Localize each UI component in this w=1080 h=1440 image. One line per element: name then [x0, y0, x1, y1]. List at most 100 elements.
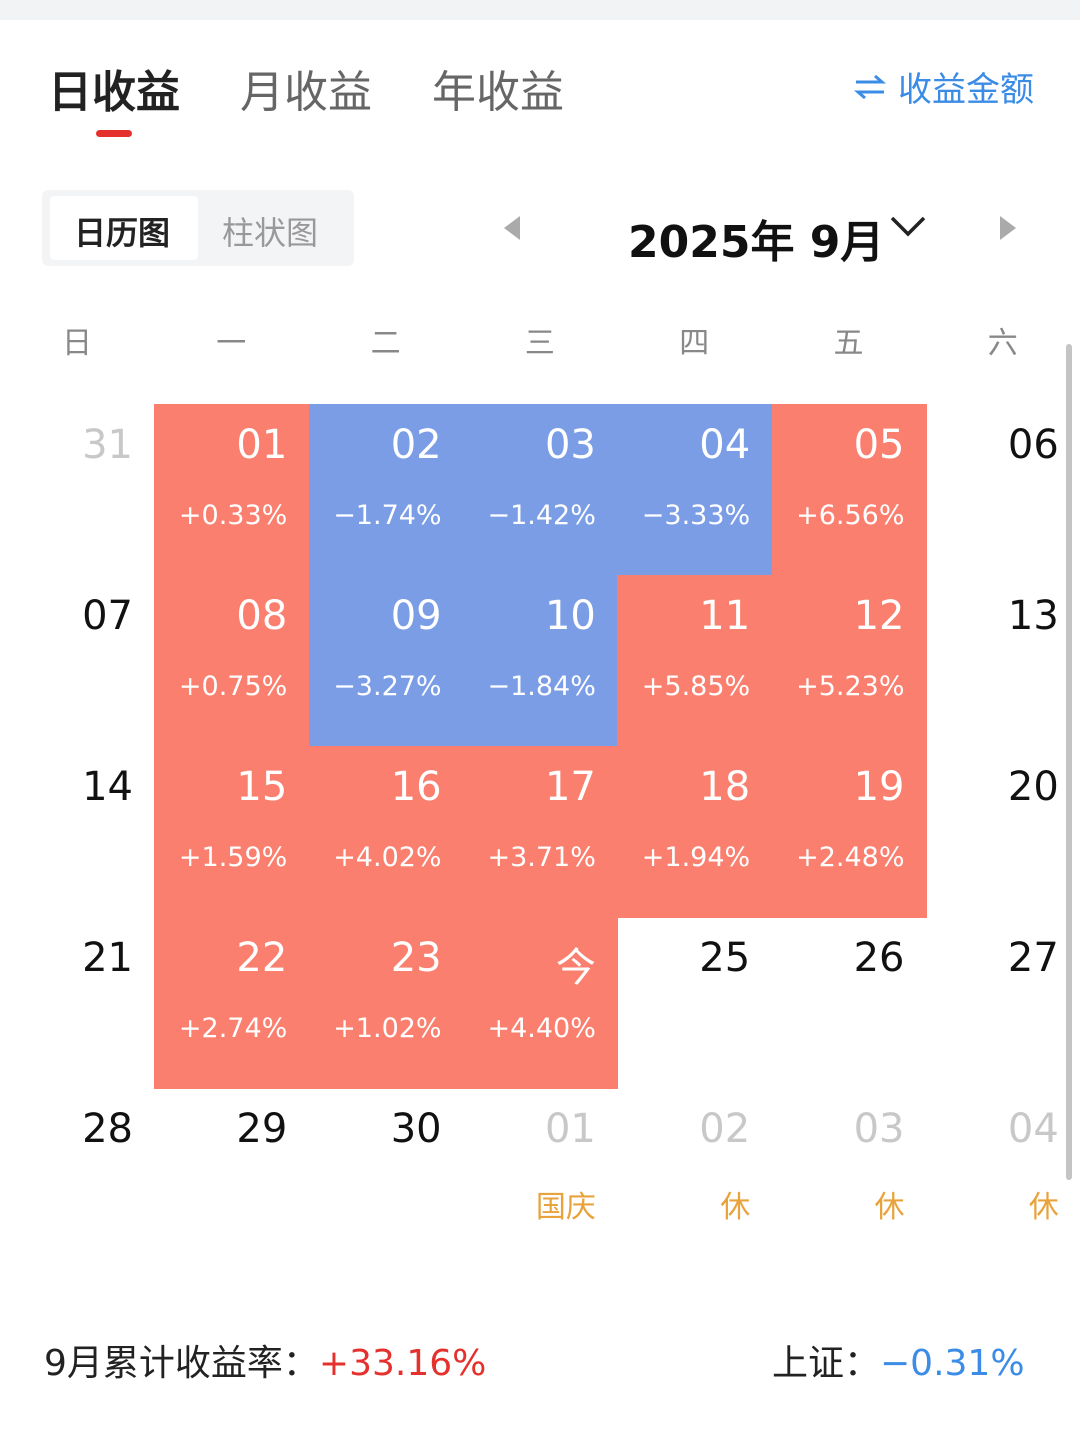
- index-summary: 上证：−0.31%: [772, 1334, 1025, 1386]
- weekday: 二: [370, 326, 401, 361]
- day-number: 28: [82, 1106, 133, 1152]
- next-month[interactable]: [996, 214, 1020, 242]
- day-cell[interactable]: 13: [926, 575, 1080, 747]
- day-number: 01: [544, 1106, 596, 1152]
- tab[interactable]: 年收益: [432, 67, 564, 118]
- day-cell[interactable]: 02 休: [617, 1088, 772, 1260]
- day-number: 29: [236, 1106, 288, 1152]
- day-number: 05: [853, 422, 905, 468]
- day-cell[interactable]: 07: [0, 575, 155, 747]
- day-cell[interactable]: 03 −1.42%: [462, 404, 618, 576]
- day-cell[interactable]: 04 休: [926, 1088, 1080, 1260]
- weekday: 五: [833, 326, 864, 361]
- holiday-note: 休: [720, 1190, 751, 1225]
- day-number: 26: [853, 935, 905, 981]
- tab-indicator: [96, 130, 132, 137]
- day-number: 07: [82, 593, 133, 639]
- day-change: +1.94%: [641, 842, 751, 873]
- day-change: +0.33%: [178, 500, 288, 531]
- day-change: −1.42%: [487, 500, 596, 531]
- view-tab[interactable]: 柱状图: [222, 214, 319, 252]
- day-cell[interactable]: 03 休: [772, 1088, 927, 1260]
- index-label: 上证：: [772, 1343, 881, 1384]
- day-cell[interactable]: 17 +3.71%: [462, 746, 618, 918]
- day-cell[interactable]: 23 +1.02%: [308, 917, 464, 1089]
- day-cell[interactable]: 11 +5.85%: [617, 575, 773, 747]
- day-change: +1.02%: [333, 1013, 442, 1044]
- day-change: −1.84%: [487, 671, 596, 702]
- tab[interactable]: 月收益: [240, 67, 372, 118]
- day-number: 19: [853, 764, 905, 810]
- day-cell[interactable]: 27: [926, 917, 1080, 1089]
- status-strip: [0, 0, 1080, 20]
- day-cell[interactable]: 26: [772, 917, 927, 1089]
- day-number: 11: [699, 593, 751, 639]
- day-cell[interactable]: 06: [926, 404, 1080, 576]
- day-cell[interactable]: 14: [0, 746, 155, 918]
- day-number: 03: [544, 422, 596, 468]
- prev-month[interactable]: [500, 214, 524, 242]
- day-number: 09: [390, 593, 442, 639]
- day-number: 02: [390, 422, 442, 468]
- day-cell[interactable]: 08 +0.75%: [154, 575, 310, 747]
- month-dropdown[interactable]: [888, 214, 928, 238]
- amount-toggle[interactable]: 收益金额: [854, 62, 1034, 111]
- day-number: 23: [390, 935, 442, 981]
- day-cell[interactable]: 12 +5.23%: [771, 575, 927, 747]
- holiday-note: 休: [1028, 1190, 1059, 1225]
- day-number: 21: [82, 935, 133, 981]
- day-cell[interactable]: 16 +4.02%: [308, 746, 464, 918]
- day-cell[interactable]: 21: [0, 917, 155, 1089]
- day-cell[interactable]: 25: [617, 917, 772, 1089]
- day-number: 01: [236, 422, 288, 468]
- day-change: +2.74%: [178, 1013, 288, 1044]
- scrollbar: [1066, 344, 1072, 1180]
- day-cell[interactable]: 15 +1.59%: [154, 746, 310, 918]
- weekday: 六: [987, 326, 1018, 361]
- day-change: −3.33%: [641, 500, 751, 531]
- day-cell[interactable]: 今 +4.40%: [462, 917, 618, 1089]
- day-number: 31: [82, 422, 133, 468]
- view-tab[interactable]: 日历图: [74, 214, 171, 252]
- day-cell[interactable]: 28: [0, 1088, 155, 1260]
- view-selected: [50, 196, 198, 260]
- summary-label: 9月累计收益率：: [44, 1343, 319, 1384]
- day-cell[interactable]: 10 −1.84%: [462, 575, 618, 747]
- day-number: 04: [699, 422, 751, 468]
- day-change: +4.02%: [333, 842, 442, 873]
- day-cell[interactable]: 01 +0.33%: [154, 404, 310, 576]
- day-number: 22: [236, 935, 288, 981]
- tab[interactable]: 日收益: [48, 67, 180, 118]
- day-number: 25: [699, 935, 751, 981]
- day-cell[interactable]: 18 +1.94%: [617, 746, 773, 918]
- weekday: 四: [679, 326, 710, 361]
- day-cell[interactable]: 02 −1.74%: [308, 404, 464, 576]
- day-number: 今: [555, 945, 596, 991]
- day-cell[interactable]: 22 +2.74%: [154, 917, 310, 1089]
- day-change: +5.85%: [641, 671, 751, 702]
- day-change: +5.23%: [796, 671, 905, 702]
- day-number: 16: [390, 764, 442, 810]
- index-value: −0.31%: [880, 1343, 1025, 1384]
- day-cell[interactable]: 29: [154, 1088, 309, 1260]
- holiday-note: 休: [874, 1190, 905, 1225]
- day-change: −3.27%: [333, 671, 442, 702]
- amount-toggle-label: 收益金额: [898, 70, 1034, 110]
- day-cell[interactable]: 04 −3.33%: [617, 404, 773, 576]
- day-change: +6.56%: [796, 500, 905, 531]
- day-change: +3.71%: [487, 842, 596, 873]
- day-cell[interactable]: 31: [0, 404, 155, 576]
- month-title[interactable]: 2025年 9月: [628, 217, 885, 268]
- day-cell[interactable]: 30: [309, 1088, 464, 1260]
- day-cell[interactable]: 20: [926, 746, 1080, 918]
- day-cell[interactable]: 19 +2.48%: [771, 746, 927, 918]
- day-cell[interactable]: 01 国庆: [463, 1088, 618, 1260]
- day-number: 15: [236, 764, 288, 810]
- day-number: 08: [236, 593, 288, 639]
- day-change: +0.75%: [178, 671, 288, 702]
- day-cell[interactable]: 05 +6.56%: [771, 404, 927, 576]
- day-number: 13: [1007, 593, 1059, 639]
- day-cell[interactable]: 09 −3.27%: [308, 575, 464, 747]
- day-number: 03: [853, 1106, 905, 1152]
